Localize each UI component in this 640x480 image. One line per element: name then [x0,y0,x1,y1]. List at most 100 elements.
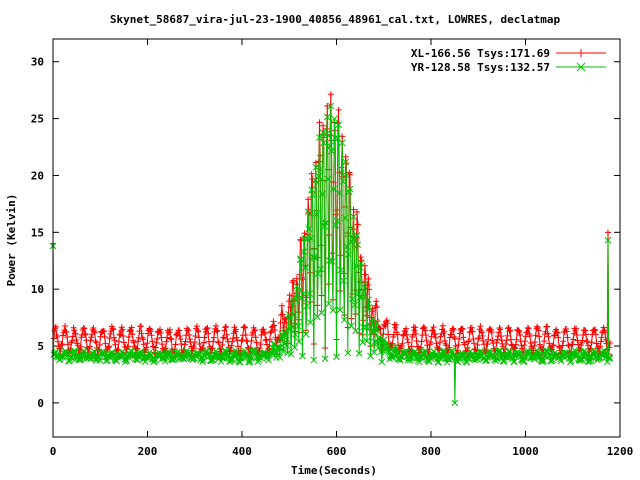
data-point [470,340,477,347]
data-point [550,342,557,349]
data-point [560,338,567,345]
data-point [222,324,229,331]
data-point [311,254,318,261]
data-point [343,243,351,251]
data-point [569,341,576,348]
data-point [603,358,611,366]
data-point [64,341,71,348]
data-point [186,331,193,338]
data-point [354,221,361,228]
data-point [332,221,340,229]
data-point [486,325,493,332]
data-point [480,337,487,344]
data-point [312,163,320,171]
y-axis-label: Power (Kelvin) [5,194,18,287]
data-point [401,349,409,357]
data-point [555,334,562,341]
x-tick-label: 600 [327,445,347,458]
data-point [77,343,84,350]
data-point [335,106,342,113]
data-point [213,327,220,334]
data-point [411,327,418,334]
data-point [228,342,235,349]
data-point [373,298,380,305]
data-point [333,353,340,361]
y-tick-label: 10 [31,283,44,296]
data-point [328,258,336,265]
data-point [564,334,571,341]
data-point [323,130,330,138]
data-point [303,302,311,310]
data-point [408,343,415,350]
data-point [101,334,108,341]
data-point [503,337,510,344]
data-point [506,328,513,335]
data-point [322,219,330,227]
data-point [352,262,360,270]
data-point [591,347,598,354]
data-point [287,350,295,358]
data-point [584,338,591,345]
data-point [484,341,491,348]
data-point [592,327,599,334]
data-point [317,265,325,273]
data-point [316,165,324,173]
data-point [502,353,510,361]
data-point [144,340,151,347]
data-point [493,339,500,346]
data-point [298,294,306,302]
data-point [405,339,412,346]
data-point [516,351,524,358]
data-point [116,331,123,338]
data-point [600,324,607,331]
data-point [300,248,308,256]
data-point [309,175,316,182]
data-point [335,121,342,129]
data-point [73,336,80,343]
data-point [331,134,339,142]
data-point [279,311,286,318]
data-point [526,333,533,340]
data-point [74,342,81,349]
data-point [299,290,307,298]
data-point [286,313,294,321]
data-point [195,328,202,335]
data-point [551,332,558,339]
data-point [495,329,502,336]
data-point [139,334,146,341]
data-point [360,287,368,295]
data-point [130,339,137,346]
data-point [62,350,70,358]
data-point [288,323,296,331]
y-tick-label: 5 [37,340,44,353]
data-point [248,337,255,344]
data-point [380,330,387,337]
data-point [579,337,586,344]
data-point [65,357,73,365]
data-point [531,338,538,345]
data-point [582,331,589,338]
data-point [220,334,227,341]
data-point [344,349,352,357]
data-point [182,338,189,345]
data-point [521,342,528,349]
data-point [573,332,580,339]
data-point [366,323,374,331]
data-point [365,275,372,282]
data-point [312,159,319,166]
data-point [92,338,99,345]
data-point [299,352,306,360]
data-point [222,323,229,330]
data-point [292,296,300,304]
data-point [257,341,264,348]
data-point [59,332,66,339]
data-point [251,327,258,334]
data-point [554,329,561,336]
data-point [333,217,341,225]
data-point [192,332,199,339]
data-point [546,340,553,347]
data-point [342,153,349,160]
data-point [563,328,570,335]
data-point [313,211,321,219]
data-point [559,342,566,349]
